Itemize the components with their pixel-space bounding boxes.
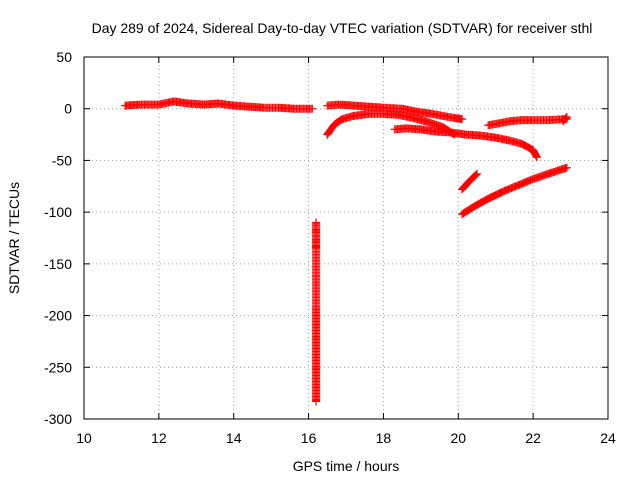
y-tick-label: -150 (44, 256, 72, 272)
data-points (121, 97, 571, 406)
y-axis-label: SDTVAR / TECUs (6, 182, 22, 294)
y-tick-label: -300 (44, 411, 72, 427)
y-tick-label: -200 (44, 308, 72, 324)
y-axis-ticks: 50 0 -50 -100 -150 -200 -250 -300 (44, 49, 608, 427)
x-tick-label: 14 (226, 430, 242, 446)
x-axis-label: GPS time / hours (293, 458, 400, 474)
x-axis-ticks: 10 12 14 16 18 20 22 24 (76, 57, 616, 446)
x-tick-label: 24 (600, 430, 616, 446)
x-tick-label: 20 (450, 430, 466, 446)
y-tick-label: -250 (44, 359, 72, 375)
y-tick-label: -100 (44, 204, 72, 220)
y-tick-label: 0 (64, 101, 72, 117)
x-tick-label: 10 (76, 430, 92, 446)
chart-title: Day 289 of 2024, Sidereal Day-to-day VTE… (92, 20, 593, 36)
x-tick-label: 16 (301, 430, 317, 446)
plot-frame (83, 56, 609, 420)
grid (84, 57, 608, 419)
x-tick-label: 22 (525, 430, 541, 446)
y-tick-label: -50 (52, 152, 72, 168)
data-series (121, 97, 571, 406)
x-tick-label: 18 (376, 430, 392, 446)
x-tick-label: 12 (151, 430, 167, 446)
y-tick-label: 50 (56, 49, 72, 65)
